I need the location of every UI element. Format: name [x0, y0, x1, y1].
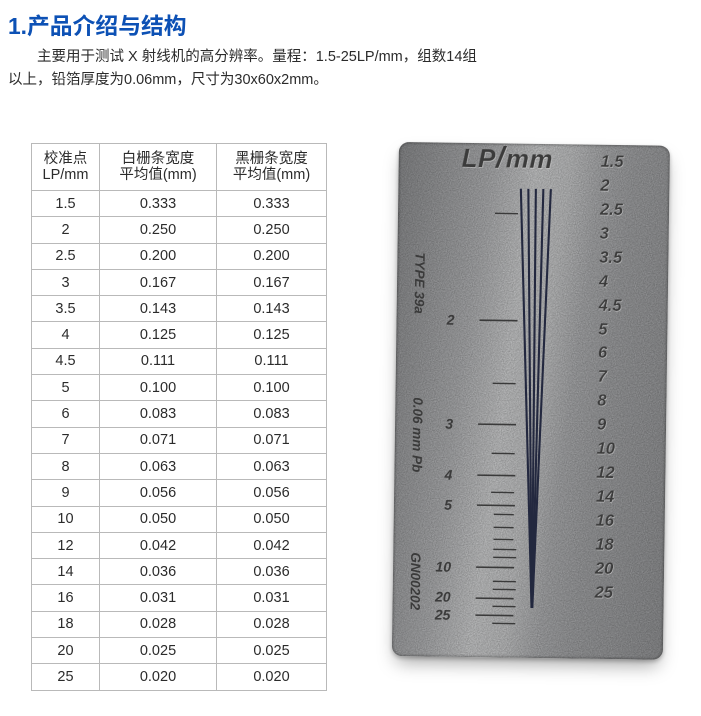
svg-text:GN00202: GN00202 [407, 552, 423, 610]
svg-text:10: 10 [597, 440, 616, 458]
svg-text:25: 25 [594, 584, 614, 602]
svg-text:18: 18 [595, 536, 614, 554]
svg-text:6: 6 [598, 344, 608, 362]
svg-text:4: 4 [443, 467, 452, 483]
svg-text:9: 9 [597, 416, 607, 434]
svg-text:4.5: 4.5 [598, 297, 623, 315]
svg-text:16: 16 [596, 512, 615, 530]
svg-text:5: 5 [598, 321, 608, 339]
svg-text:25: 25 [434, 607, 451, 623]
svg-text:8: 8 [597, 392, 607, 410]
svg-text:7: 7 [598, 368, 608, 386]
svg-text:2: 2 [599, 177, 609, 195]
svg-text:3: 3 [600, 225, 609, 243]
svg-text:10: 10 [435, 559, 451, 575]
svg-text:12: 12 [596, 464, 615, 482]
svg-text:0.06 mm Pb: 0.06 mm Pb [409, 397, 425, 472]
svg-text:2: 2 [446, 312, 455, 328]
svg-text:LP/mm: LP/mm [462, 142, 554, 175]
svg-text:5: 5 [444, 497, 452, 513]
svg-text:4: 4 [598, 273, 608, 291]
svg-text:20: 20 [594, 560, 614, 578]
svg-text:20: 20 [434, 589, 451, 605]
svg-text:3: 3 [445, 416, 453, 432]
svg-text:3.5: 3.5 [599, 249, 623, 267]
svg-text:14: 14 [596, 488, 615, 506]
svg-text:2.5: 2.5 [599, 201, 624, 219]
svg-text:1.5: 1.5 [601, 153, 625, 171]
svg-text:TYPE 39a: TYPE 39a [412, 252, 428, 314]
